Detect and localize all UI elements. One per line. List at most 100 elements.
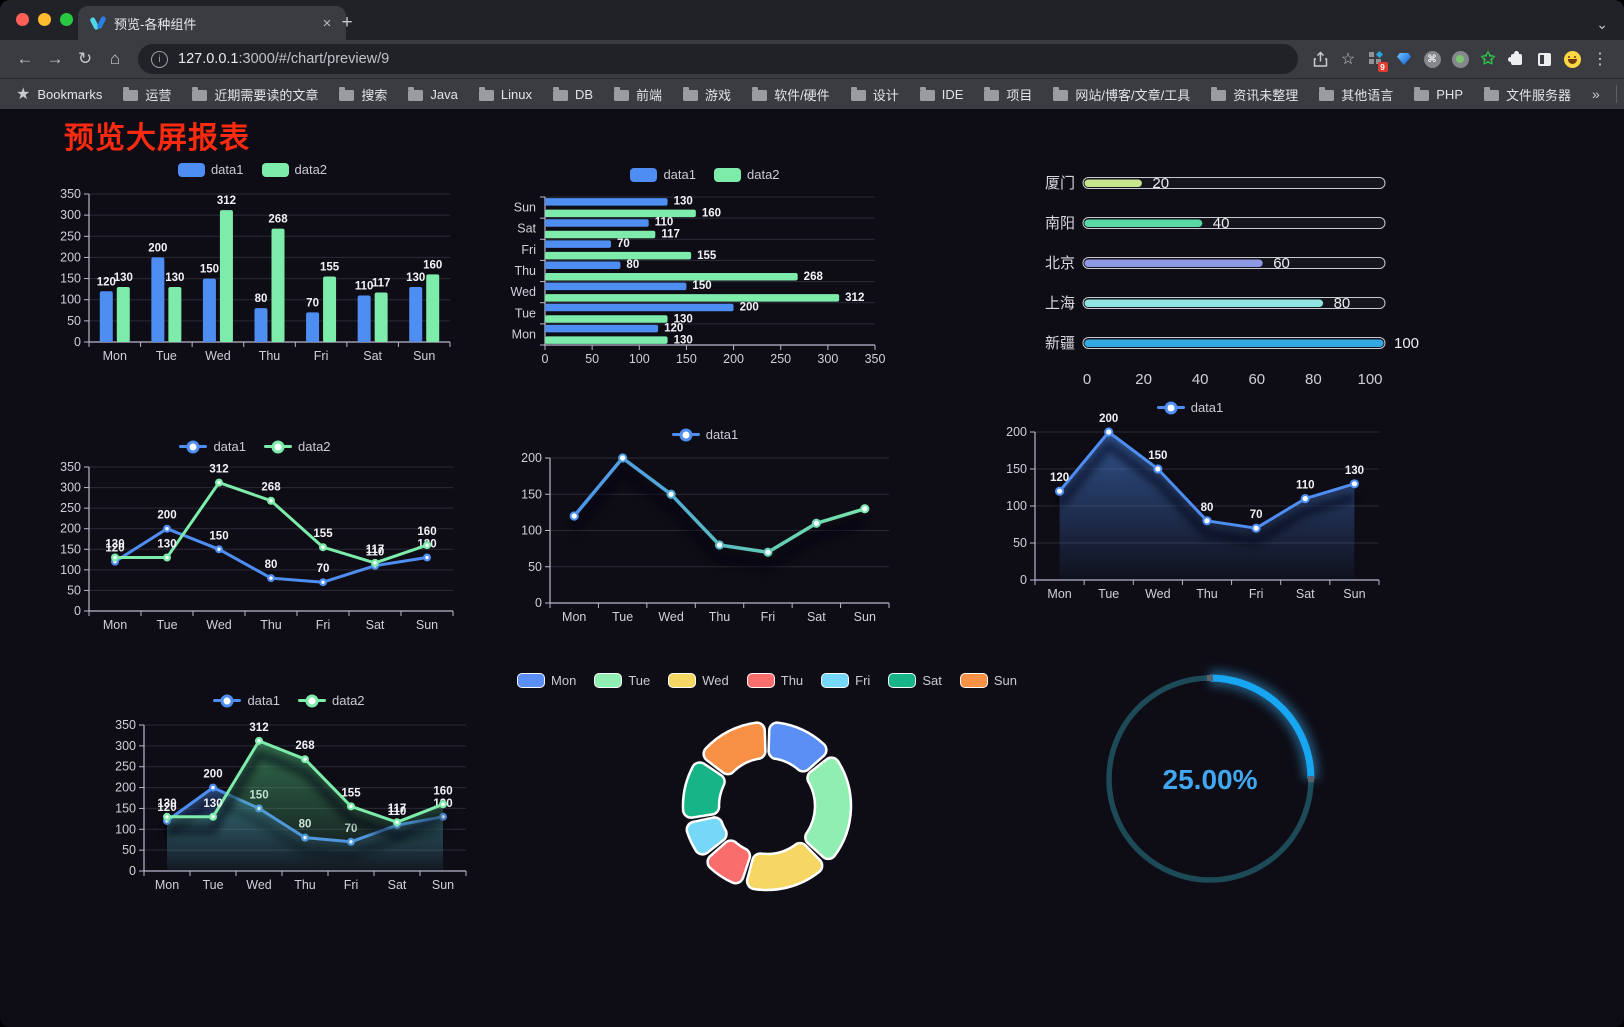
- legend-item[interactable]: data2: [264, 439, 331, 454]
- chart-canvas[interactable]: 0 50 100 150 200 Mon Tue Wed Thu Fri Sat Sun: [505, 412, 905, 629]
- legend-item[interactable]: data1: [179, 439, 246, 454]
- chart-legend: data1 data2: [45, 162, 460, 177]
- chart-donut[interactable]: Mon Tue Wed Thu Fri Sat Sun: [517, 647, 1017, 917]
- svg-text:155: 155: [341, 787, 361, 799]
- bookmark-folder[interactable]: DB: [552, 86, 593, 102]
- dark-mode-extension-icon[interactable]: [1530, 45, 1558, 73]
- chart-canvas[interactable]: 0 50 100 150 200 250 300 350 Mon Tue Wed Thu Fri Sat S…: [100, 685, 478, 899]
- svg-text:上海: 上海: [1045, 295, 1075, 312]
- gem-extension-icon[interactable]: [1390, 45, 1418, 73]
- svg-text:80: 80: [265, 559, 278, 571]
- close-window-button[interactable]: [16, 13, 29, 26]
- bookmark-folder[interactable]: 文件服务器: [1484, 85, 1571, 104]
- forward-button[interactable]: →: [46, 49, 64, 68]
- legend-item[interactable]: Fri: [821, 673, 870, 688]
- chart-bar-horizontal[interactable]: data1 data2 0 50 100 150 200 250 300 350 Mon 120 130…: [505, 157, 905, 372]
- bookmark-folder[interactable]: IDE: [919, 86, 963, 102]
- chart-canvas[interactable]: [567, 647, 967, 917]
- svg-text:Tue: Tue: [612, 610, 633, 624]
- legend-item[interactable]: Sun: [959, 673, 1017, 688]
- bookmark-folder[interactable]: 软件/硬件: [752, 85, 830, 104]
- bookmark-folder[interactable]: 运营: [123, 85, 171, 104]
- legend-item[interactable]: data1: [630, 167, 696, 182]
- svg-text:Sun: Sun: [413, 349, 435, 363]
- bookmark-star-icon[interactable]: ☆: [1340, 51, 1356, 68]
- chart-legend: data1 data2: [100, 693, 478, 708]
- chart-legend: data1 data2: [505, 167, 905, 182]
- bookmark-folder[interactable]: Linux: [478, 86, 532, 102]
- puzzle-extensions-icon[interactable]: [1502, 45, 1530, 73]
- chart-gauge[interactable]: 25.00%: [1105, 669, 1319, 883]
- minimize-window-button[interactable]: [38, 13, 51, 26]
- legend-item[interactable]: Sat: [888, 673, 942, 688]
- legend-item[interactable]: data2: [261, 162, 327, 177]
- legend-item[interactable]: Wed: [668, 673, 729, 688]
- browser-menu-icon[interactable]: ⋮: [1592, 51, 1608, 68]
- bookmark-folder[interactable]: 网站/博客/文章/工具: [1053, 85, 1190, 104]
- share-icon[interactable]: [1306, 45, 1334, 73]
- legend-item[interactable]: data1: [1156, 400, 1223, 415]
- chart-bar-grouped[interactable]: data1 data2 0 50 100 150 200 250 300 350 Mon Tue Wed…: [45, 154, 460, 369]
- svg-text:120: 120: [97, 276, 116, 288]
- svg-text:Tue: Tue: [156, 618, 177, 632]
- bookmark-folder[interactable]: 设计: [850, 85, 899, 104]
- tab-close-icon[interactable]: ×: [322, 14, 332, 32]
- bookmark-folder[interactable]: 前端: [614, 85, 662, 104]
- svg-text:70: 70: [617, 238, 630, 250]
- svg-text:120: 120: [664, 322, 683, 334]
- chart-area-double[interactable]: data1 data2 0 50 100 150 200 250 300 350 Mon Tue Wed…: [100, 685, 478, 899]
- home-button[interactable]: ⌂: [109, 49, 121, 68]
- chart-line-gradient[interactable]: data1 0 50 100 150 200 Mon Tue Wed Thu Fri Sat Sun: [505, 412, 905, 629]
- legend-marker: [264, 439, 292, 454]
- chart-canvas[interactable]: 0 50 100 150 200 Mon Tue Wed Thu Fri Sat Sun 120 200 1…: [985, 390, 1395, 608]
- svg-text:300: 300: [60, 481, 81, 495]
- url-bar[interactable]: i 127.0.0.1:3000/#/chart/preview/9: [138, 44, 1298, 74]
- legend-item[interactable]: data2: [714, 167, 780, 182]
- bookmark-folder[interactable]: 其他语言: [1319, 85, 1393, 104]
- new-tab-button[interactable]: +: [341, 12, 353, 33]
- svg-text:312: 312: [209, 464, 228, 476]
- site-info-icon[interactable]: i: [151, 50, 168, 68]
- back-button[interactable]: ←: [16, 49, 34, 68]
- chart-canvas[interactable]: 0 50 100 150 200 250 300 350 Mon Tue Wed Thu Fri Sat S…: [45, 154, 460, 369]
- bookmark-folder[interactable]: 项目: [984, 85, 1032, 104]
- record-extension-icon[interactable]: [1446, 45, 1474, 73]
- extension-grid-icon[interactable]: 9: [1362, 45, 1390, 73]
- bookmark-folder[interactable]: 游戏: [683, 85, 731, 104]
- tab-search-chevron-icon[interactable]: ⌄: [1596, 16, 1608, 32]
- legend-item[interactable]: data1: [213, 693, 280, 708]
- command-extension-icon[interactable]: ⌘: [1418, 45, 1446, 73]
- legend-item[interactable]: data1: [671, 427, 738, 442]
- svg-text:110: 110: [388, 806, 407, 818]
- legend-item[interactable]: data1: [177, 162, 244, 177]
- chart-canvas[interactable]: 0 50 100 150 200 250 300 350 Mon Tue Wed Thu Fri Sat S…: [45, 427, 465, 645]
- chart-canvas[interactable]: 厦门 20 南阳 40 北京 60 上海 80 新疆 100 0 20 40 60 80 100: [985, 162, 1419, 394]
- bookmark-folder[interactable]: 资讯未整理: [1211, 85, 1298, 104]
- chart-line-double[interactable]: data1 data2 0 50 100 150 200 250 300 350 Mon Tue Wed…: [45, 427, 465, 645]
- legend-item[interactable]: Thu: [746, 673, 803, 688]
- reload-button[interactable]: ↻: [77, 49, 93, 68]
- chart-canvas[interactable]: 25.00%: [1105, 669, 1319, 883]
- bookmark-folder[interactable]: PHP: [1414, 86, 1463, 102]
- bookmarks-manager[interactable]: ★ Bookmarks: [16, 84, 102, 104]
- browser-tab[interactable]: 预览-各种组件 ×: [78, 6, 346, 40]
- legend-marker: [821, 673, 850, 688]
- green-star-extension-icon[interactable]: ✩: [1480, 49, 1496, 68]
- chart-progress-bars[interactable]: 厦门 20 南阳 40 北京 60 上海 80 新疆 100 0 20 40 60 80 100: [985, 162, 1419, 394]
- legend-item[interactable]: Tue: [594, 673, 650, 688]
- bookmark-folder[interactable]: 近期需要读的文章: [192, 85, 318, 104]
- bookmarks-overflow-chevron[interactable]: »: [1592, 86, 1600, 102]
- svg-text:100: 100: [1357, 371, 1382, 388]
- bookmark-folder[interactable]: 搜索: [339, 85, 387, 104]
- svg-text:200: 200: [723, 352, 744, 366]
- chart-area-single[interactable]: data1 0 50 100 150 200 Mon Tue Wed Thu Fri Sat Sun 12…: [985, 390, 1395, 608]
- legend-item[interactable]: Mon: [517, 673, 576, 688]
- folder-icon: [192, 86, 208, 101]
- legend-marker: [517, 673, 546, 688]
- svg-text:Mon: Mon: [512, 327, 536, 341]
- emoji-extension-icon[interactable]: [1558, 45, 1586, 73]
- bookmark-folder[interactable]: Java: [408, 86, 458, 102]
- legend-item[interactable]: data2: [298, 693, 365, 708]
- maximize-window-button[interactable]: [60, 13, 73, 26]
